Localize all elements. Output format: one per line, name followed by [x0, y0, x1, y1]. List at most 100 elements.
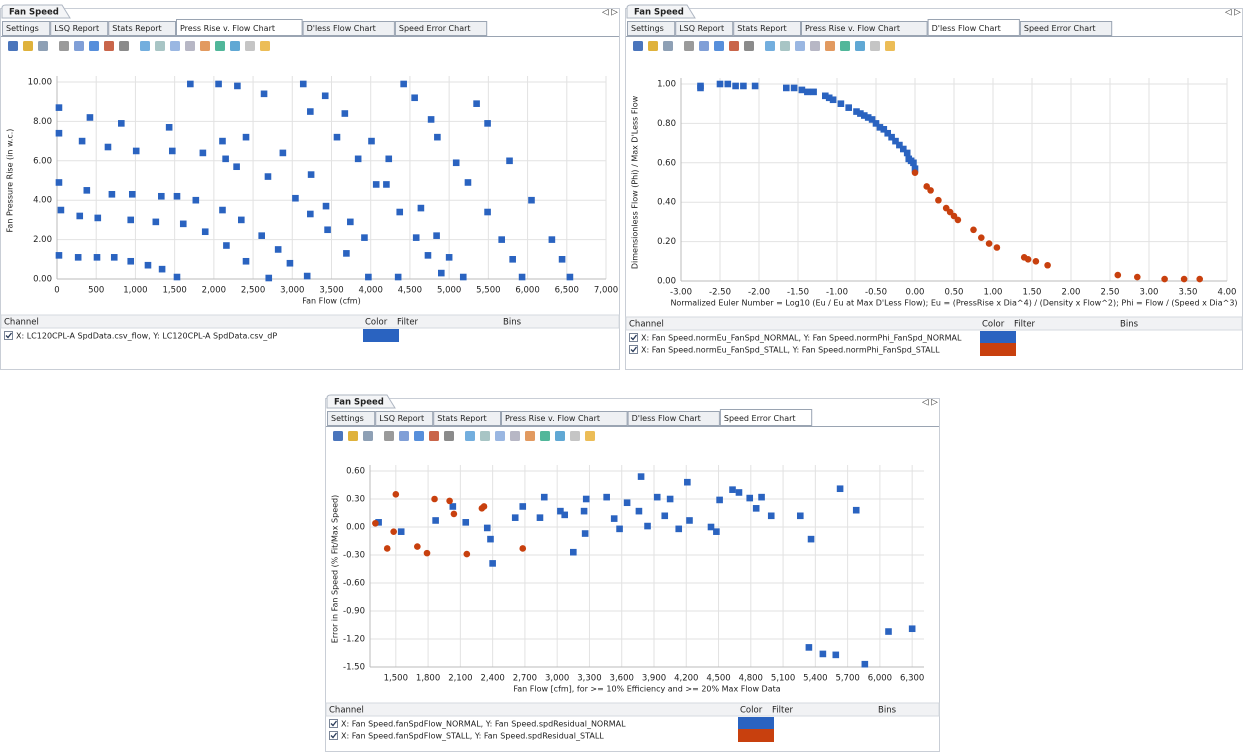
toolbar-button[interactable]	[140, 41, 150, 51]
toolbar-button[interactable]	[570, 431, 580, 441]
toolbar-button[interactable]	[89, 41, 99, 51]
toolbar-button[interactable]	[119, 41, 129, 51]
tab[interactable]	[801, 21, 928, 36]
tab[interactable]	[627, 411, 720, 426]
toolbar-button[interactable]	[714, 41, 724, 51]
toolbar-button[interactable]	[648, 41, 658, 51]
toolbar-button[interactable]	[348, 431, 358, 441]
toolbar-button[interactable]	[74, 41, 84, 51]
data-point	[804, 88, 811, 96]
toolbar-button[interactable]	[870, 41, 880, 51]
channel-color-swatch[interactable]	[980, 343, 1016, 356]
data-point	[168, 147, 176, 155]
tab[interactable]	[394, 21, 488, 36]
data-point	[506, 157, 513, 165]
toolbar-button[interactable]	[525, 431, 535, 441]
tab[interactable]	[927, 19, 1020, 36]
checkmark	[5, 332, 13, 339]
tab[interactable]	[108, 21, 176, 36]
channel-color-swatch[interactable]	[363, 329, 399, 342]
toolbar-button[interactable]	[104, 41, 114, 51]
x-tick-label: 1.00	[984, 288, 1003, 298]
toolbar-button[interactable]	[333, 431, 343, 441]
toolbar-button[interactable]	[795, 41, 805, 51]
tab[interactable]	[627, 21, 676, 36]
channel-checkbox[interactable]	[329, 731, 338, 740]
channel-color-swatch[interactable]	[738, 717, 774, 730]
toolbar-button[interactable]	[260, 41, 270, 51]
toolbar-button[interactable]	[8, 41, 18, 51]
x-tick-label: -1.00	[826, 288, 848, 298]
toolbar-button[interactable]	[170, 41, 180, 51]
toolbar-button[interactable]	[663, 41, 673, 51]
data-point	[993, 244, 1001, 251]
channel-label: X: Fan Speed.normEu_FanSpd_STALL, Y: Fan…	[641, 346, 940, 355]
tab[interactable]	[501, 411, 628, 426]
channel-checkbox[interactable]	[4, 331, 13, 340]
tab-label: Speed Error Chart	[1024, 24, 1096, 33]
data-point	[927, 187, 934, 194]
tab[interactable]	[675, 21, 734, 36]
toolbar-button[interactable]	[465, 431, 475, 441]
toolbar-button[interactable]	[230, 41, 240, 51]
channel-color-swatch[interactable]	[980, 331, 1016, 344]
data-point	[868, 116, 876, 123]
data-point	[173, 192, 181, 200]
tab[interactable]	[375, 411, 434, 426]
toolbar-button[interactable]	[215, 41, 225, 51]
toolbar-button[interactable]	[200, 41, 210, 51]
toolbar-button[interactable]	[399, 431, 409, 441]
tab[interactable]	[733, 21, 801, 36]
channel-checkbox[interactable]	[629, 333, 638, 342]
tab[interactable]	[2, 21, 51, 36]
toolbar-button[interactable]	[495, 431, 505, 441]
tab[interactable]	[302, 21, 395, 36]
toolbar-button[interactable]	[810, 41, 820, 51]
toolbar-button[interactable]	[855, 41, 865, 51]
toolbar-button[interactable]	[585, 431, 595, 441]
toolbar-button[interactable]	[840, 41, 850, 51]
x-tick-label: 6,500	[555, 286, 579, 296]
data-point	[341, 110, 349, 117]
x-tick-label: 2.00	[1062, 288, 1081, 298]
data-point	[321, 92, 329, 100]
toolbar-button[interactable]	[363, 431, 373, 441]
toolbar-button[interactable]	[429, 431, 439, 441]
data-point	[417, 204, 425, 212]
toolbar-button[interactable]	[155, 41, 165, 51]
toolbar-button[interactable]	[245, 41, 255, 51]
toolbar-button[interactable]	[744, 41, 754, 51]
toolbar-button[interactable]	[684, 41, 694, 51]
toolbar-button[interactable]	[510, 431, 520, 441]
toolbar-button[interactable]	[38, 41, 48, 51]
toolbar-button[interactable]	[444, 431, 454, 441]
toolbar-button[interactable]	[414, 431, 424, 441]
tab[interactable]	[719, 409, 813, 426]
toolbar-button[interactable]	[555, 431, 565, 441]
toolbar-button[interactable]	[699, 41, 709, 51]
toolbar-button[interactable]	[885, 41, 895, 51]
toolbar-button[interactable]	[480, 431, 490, 441]
toolbar-button[interactable]	[825, 41, 835, 51]
data-point	[74, 254, 82, 261]
tab[interactable]	[1019, 21, 1113, 36]
channel-checkbox[interactable]	[329, 719, 338, 728]
toolbar-button[interactable]	[185, 41, 195, 51]
toolbar-button[interactable]	[729, 41, 739, 51]
channel-color-swatch[interactable]	[738, 729, 774, 742]
toolbar-button[interactable]	[633, 41, 643, 51]
tab[interactable]	[433, 411, 501, 426]
toolbar-button[interactable]	[765, 41, 775, 51]
tab[interactable]	[327, 411, 376, 426]
toolbar-button[interactable]	[23, 41, 33, 51]
tab[interactable]	[50, 21, 109, 36]
data-point	[192, 196, 200, 204]
data-point	[199, 149, 207, 157]
toolbar-button[interactable]	[59, 41, 69, 51]
toolbar-button[interactable]	[540, 431, 550, 441]
toolbar-button[interactable]	[780, 41, 790, 51]
data-point	[354, 155, 362, 163]
tab[interactable]	[176, 19, 303, 36]
channel-checkbox[interactable]	[629, 345, 638, 354]
toolbar-button[interactable]	[384, 431, 394, 441]
